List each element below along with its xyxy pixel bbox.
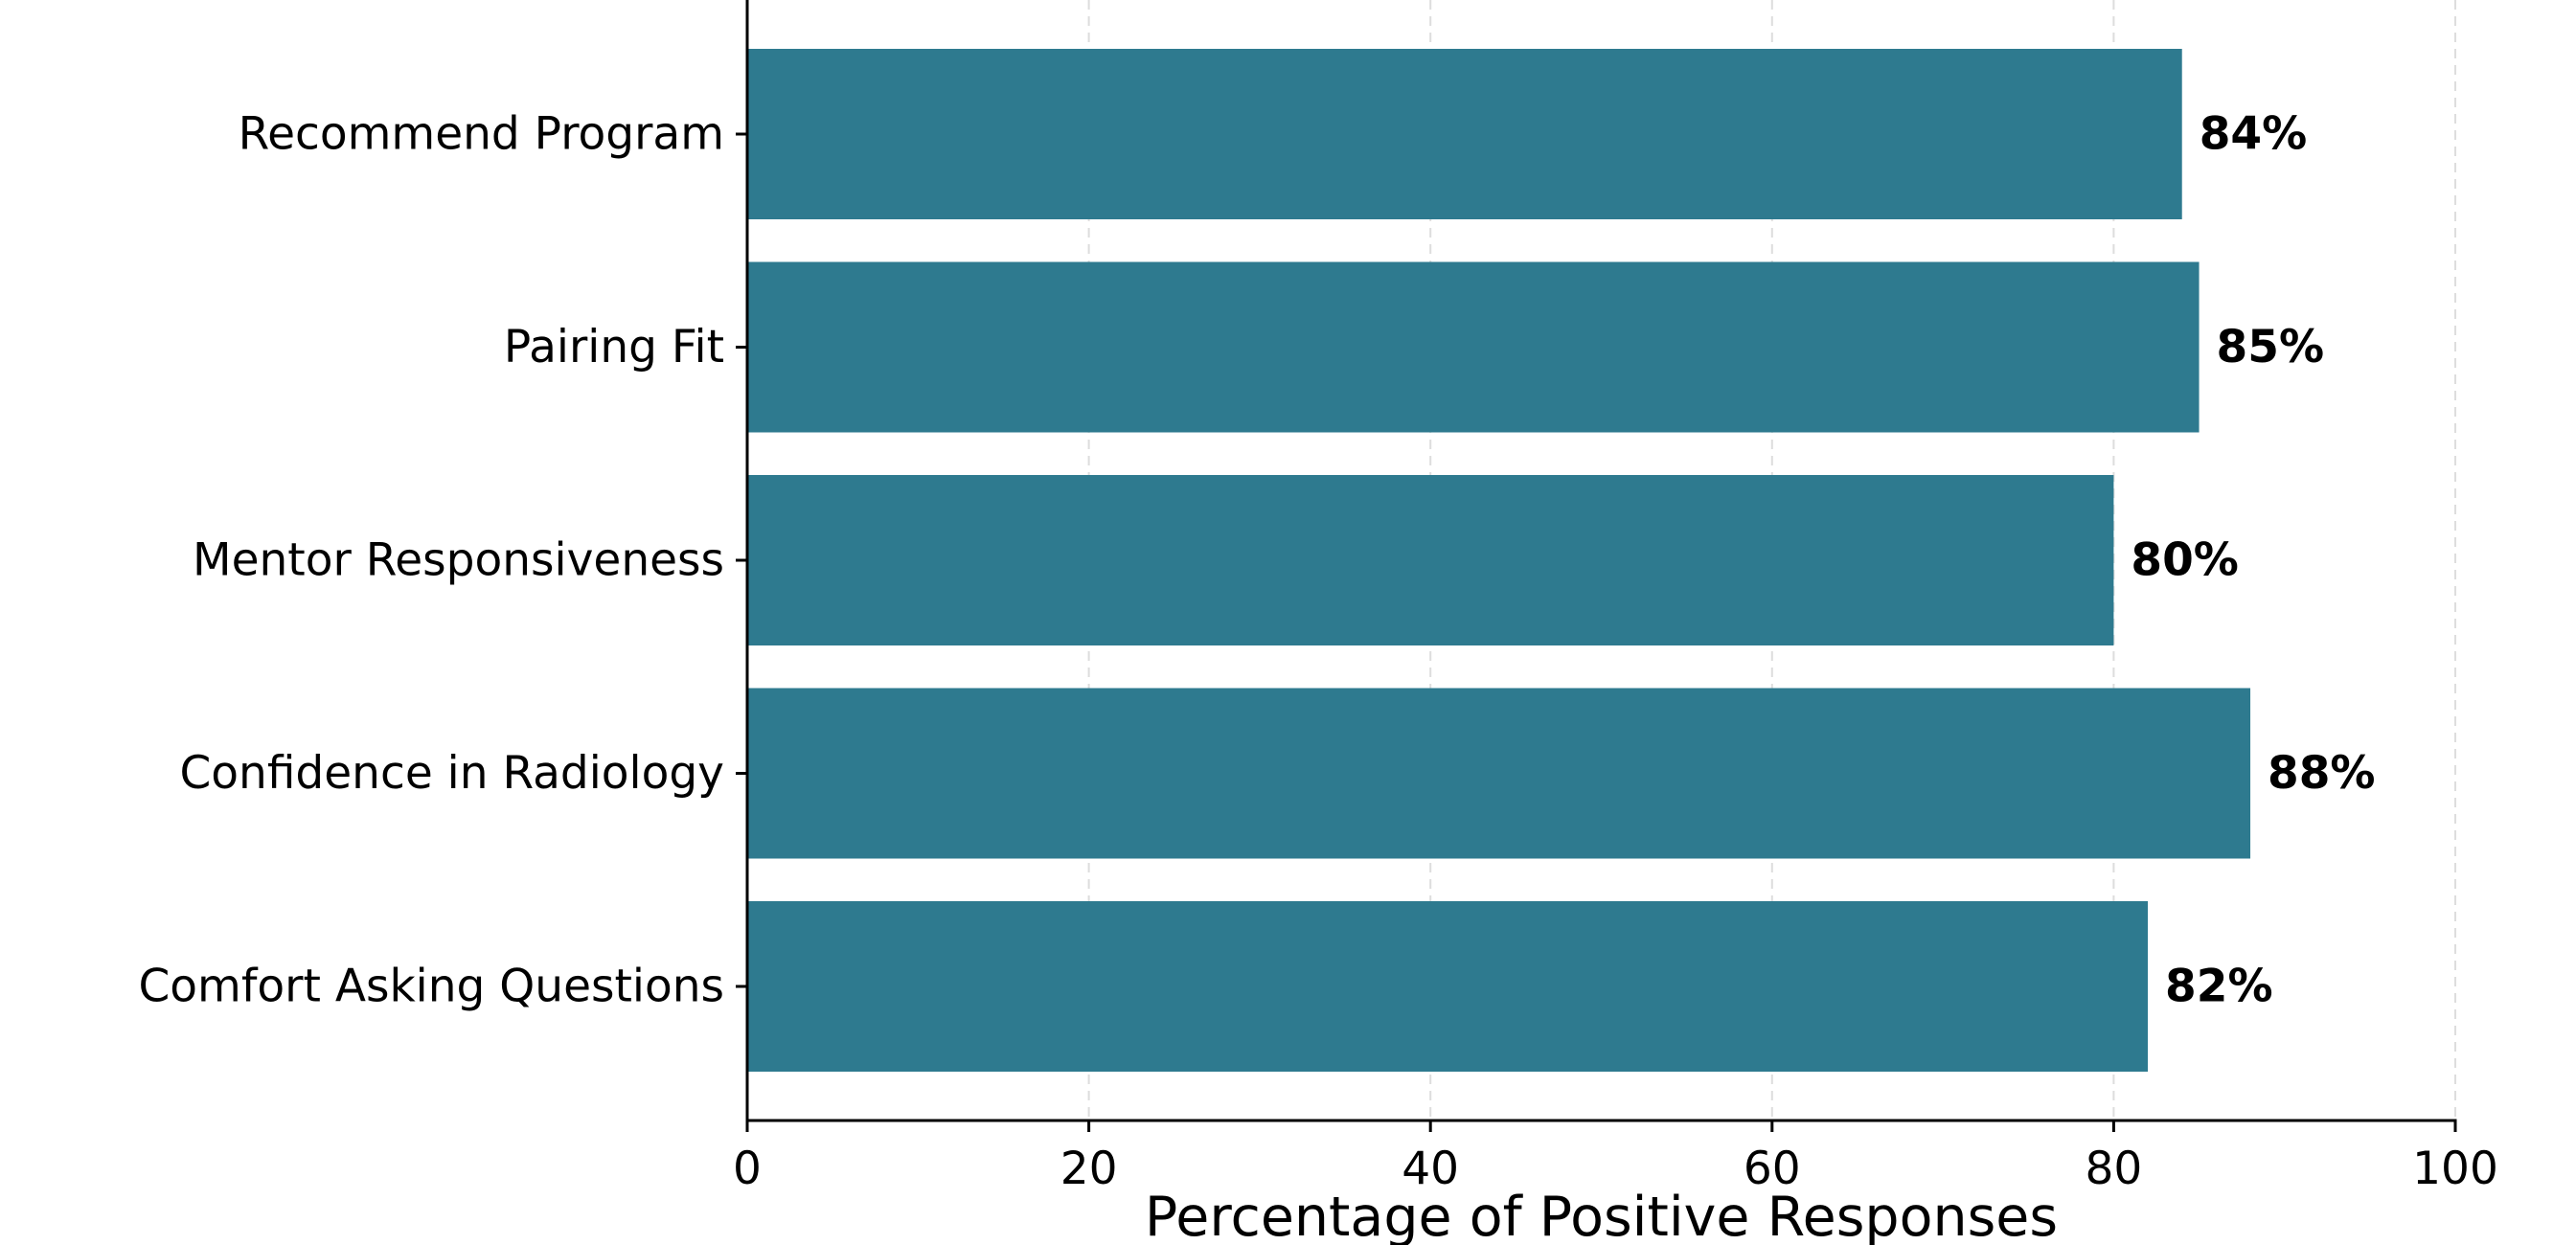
value-label: 85% bbox=[2217, 321, 2325, 374]
bar bbox=[747, 475, 2114, 645]
x-tick-label: 80 bbox=[2085, 1143, 2142, 1195]
bar bbox=[747, 901, 2149, 1072]
category-label: Comfort Asking Questions bbox=[138, 961, 724, 1013]
value-labels: 82% 88% 80% 85% 84% bbox=[2131, 108, 2375, 1013]
category-label: Confidence in Radiology bbox=[179, 747, 724, 800]
bar bbox=[747, 688, 2251, 859]
x-axis-title: Percentage of Positive Responses bbox=[1145, 1186, 2058, 1245]
category-label: Recommend Program bbox=[239, 108, 724, 161]
value-label: 82% bbox=[2165, 961, 2273, 1013]
category-label: Pairing Fit bbox=[504, 321, 724, 374]
bar bbox=[747, 261, 2200, 433]
x-tick-label: 100 bbox=[2412, 1143, 2498, 1195]
value-label: 88% bbox=[2268, 747, 2376, 800]
bar bbox=[747, 49, 2182, 219]
x-tick-label: 20 bbox=[1060, 1143, 1118, 1195]
y-axis-ticks: Comfort Asking Questions Confidence in Ra… bbox=[138, 108, 747, 1013]
x-axis-ticks: 0 20 40 60 80 100 bbox=[733, 1120, 2498, 1195]
x-tick-label: 40 bbox=[1402, 1143, 1459, 1195]
value-label: 84% bbox=[2200, 108, 2308, 161]
x-tick-label: 0 bbox=[733, 1143, 762, 1195]
category-label: Mentor Responsiveness bbox=[193, 534, 724, 587]
value-label: 80% bbox=[2131, 534, 2239, 587]
x-tick-label: 60 bbox=[1744, 1143, 1801, 1195]
bars bbox=[747, 49, 2251, 1072]
